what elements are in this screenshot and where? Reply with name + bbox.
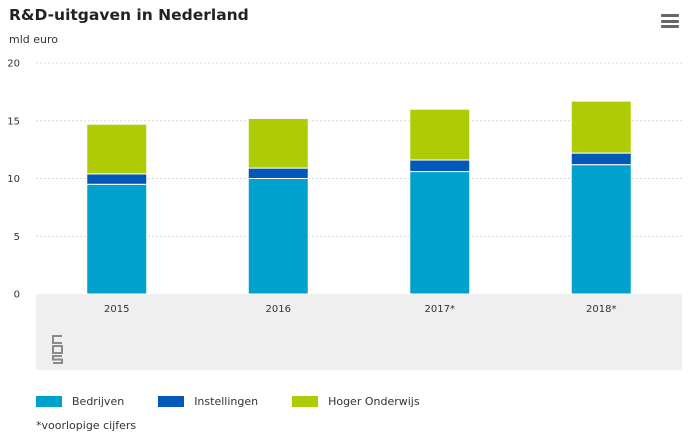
bar-instellingen-3[interactable] xyxy=(570,152,632,166)
x-tick-label: 2017* xyxy=(425,304,455,315)
bar-instellingen-1[interactable] xyxy=(247,167,309,179)
chart-title: R&D-uitgaven in Nederland xyxy=(9,6,249,24)
y-tick-label: 0 xyxy=(14,290,20,301)
legend-item-hoger-onderwijs[interactable]: Hoger Onderwijs xyxy=(292,395,420,408)
x-tick-label: 2015 xyxy=(104,304,129,315)
bar-instellingen-2[interactable] xyxy=(409,159,471,173)
bar-bedrijven-0[interactable] xyxy=(86,183,148,295)
legend-swatch xyxy=(292,396,319,407)
bar-hoger-onderwijs-3[interactable] xyxy=(570,100,632,154)
legend-label: Hoger Onderwijs xyxy=(328,395,420,408)
x-tick-label: 2018* xyxy=(586,304,616,315)
legend: Bedrijven Instellingen Hoger Onderwijs xyxy=(36,395,454,408)
bar-bedrijven-3[interactable] xyxy=(570,164,632,295)
bar-hoger-onderwijs-2[interactable] xyxy=(409,108,471,161)
bar-hoger-onderwijs-1[interactable] xyxy=(247,117,309,169)
y-tick-label: 20 xyxy=(7,59,20,70)
y-tick-label: 10 xyxy=(7,174,20,185)
x-axis-ticks: 2015 2016 2017* 2018* xyxy=(104,304,616,315)
legend-label: Instellingen xyxy=(194,395,259,408)
legend-item-bedrijven[interactable]: Bedrijven xyxy=(36,395,124,408)
x-tick-label: 2016 xyxy=(266,304,291,315)
legend-swatch xyxy=(36,396,62,407)
bar-hoger-onderwijs-0[interactable] xyxy=(86,123,148,175)
hamburger-menu-icon[interactable] xyxy=(661,14,679,28)
bar-bedrijven-1[interactable] xyxy=(247,178,309,295)
bars xyxy=(86,100,632,295)
bar-bedrijven-2[interactable] xyxy=(409,171,471,295)
x-axis-band xyxy=(36,294,682,370)
bar-instellingen-0[interactable] xyxy=(86,173,148,185)
legend-swatch xyxy=(158,396,185,407)
legend-label: Bedrijven xyxy=(72,395,125,408)
cbs-logo-icon xyxy=(52,335,63,364)
y-axis-unit-label: mld euro xyxy=(9,33,59,46)
y-axis-ticks: 0 5 10 15 20 xyxy=(7,59,20,301)
y-tick-label: 15 xyxy=(7,116,20,127)
y-tick-label: 5 xyxy=(14,232,20,243)
legend-item-instellingen[interactable]: Instellingen xyxy=(158,395,258,408)
footnote: *voorlopige cijfers xyxy=(36,419,137,432)
